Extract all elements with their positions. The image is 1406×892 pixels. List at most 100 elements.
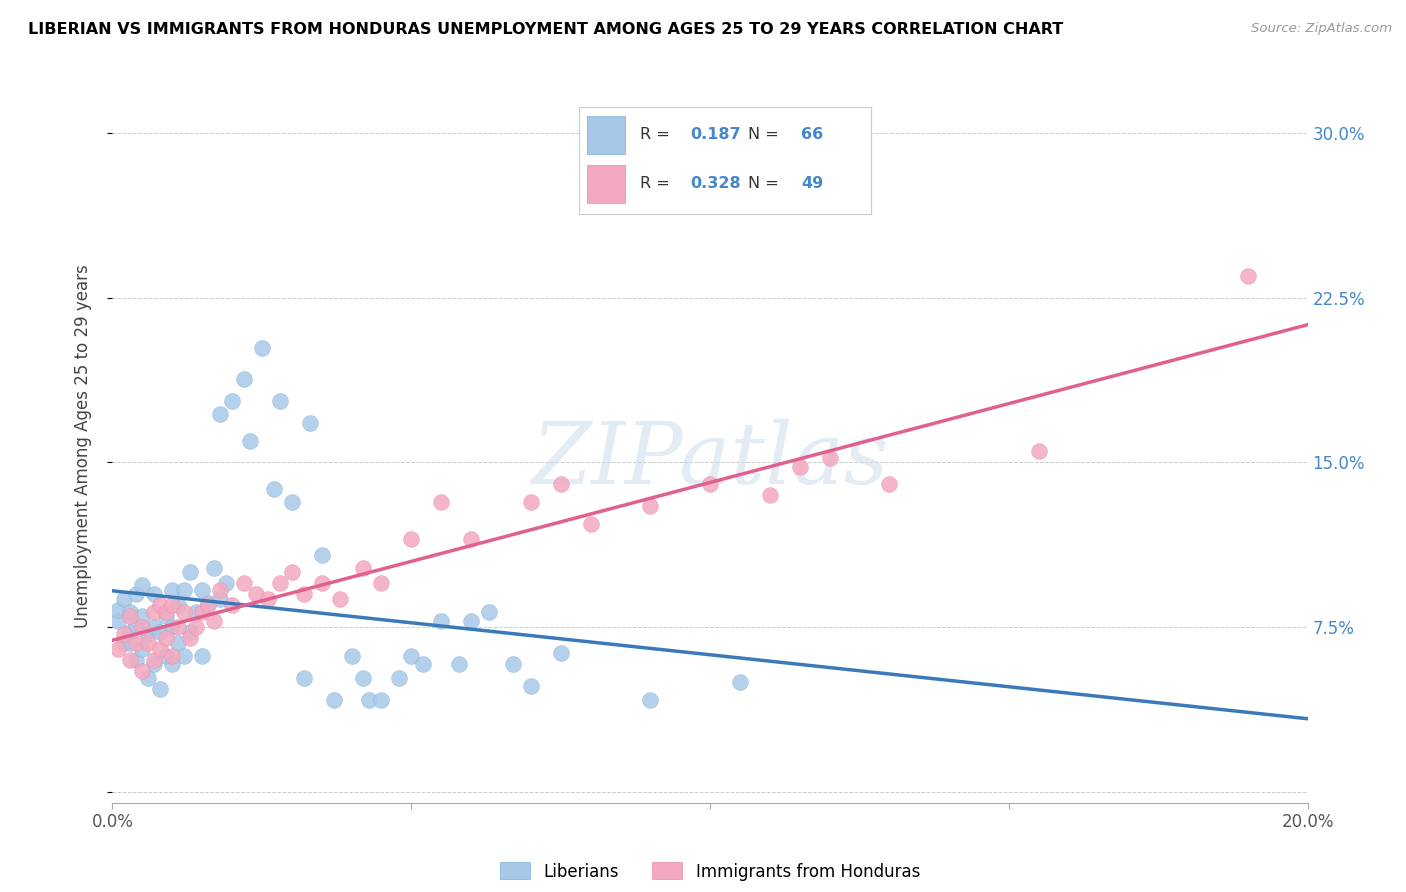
Point <box>114 635 135 649</box>
Point <box>638 500 662 514</box>
Point <box>298 416 321 430</box>
Point <box>221 394 243 409</box>
Point <box>162 620 183 634</box>
Point <box>149 642 172 657</box>
Point <box>502 657 524 672</box>
Point <box>520 680 543 694</box>
Point <box>162 582 183 597</box>
Point <box>120 635 142 649</box>
Point <box>447 657 470 672</box>
Point <box>292 671 315 685</box>
Point <box>149 681 172 696</box>
Point <box>818 451 841 466</box>
Point <box>143 620 166 634</box>
Point <box>478 605 501 619</box>
Point <box>202 614 225 628</box>
Legend: Liberians, Immigrants from Honduras: Liberians, Immigrants from Honduras <box>494 855 927 888</box>
Point <box>520 495 543 509</box>
Point <box>186 605 208 619</box>
Point <box>412 657 434 672</box>
Point <box>877 477 901 491</box>
Point <box>550 647 572 661</box>
Point <box>789 459 811 474</box>
Point <box>460 614 482 628</box>
Point <box>191 605 214 619</box>
Point <box>143 653 166 667</box>
Point <box>143 657 166 672</box>
Text: Source: ZipAtlas.com: Source: ZipAtlas.com <box>1251 22 1392 36</box>
Point <box>340 648 363 663</box>
Point <box>232 576 256 591</box>
Point <box>114 626 135 640</box>
Point <box>263 482 285 496</box>
Point <box>131 642 153 657</box>
Point <box>359 692 381 706</box>
Point <box>281 495 304 509</box>
Point <box>167 635 190 649</box>
Point <box>155 631 177 645</box>
Point <box>328 591 352 606</box>
Point <box>131 609 153 624</box>
Point <box>202 561 225 575</box>
Point <box>208 582 231 597</box>
Point <box>208 591 231 606</box>
Point <box>759 488 782 502</box>
Point <box>107 614 129 628</box>
Point <box>370 576 392 591</box>
Point <box>120 624 142 639</box>
Point <box>131 620 153 634</box>
Point <box>352 671 374 685</box>
Point <box>131 664 153 678</box>
Point <box>138 635 160 649</box>
Point <box>125 653 148 667</box>
Point <box>173 605 195 619</box>
Point <box>352 561 374 575</box>
Point <box>120 609 142 624</box>
Point <box>149 598 172 612</box>
Point <box>162 598 183 612</box>
Point <box>197 598 219 612</box>
Text: LIBERIAN VS IMMIGRANTS FROM HONDURAS UNEMPLOYMENT AMONG AGES 25 TO 29 YEARS CORR: LIBERIAN VS IMMIGRANTS FROM HONDURAS UNE… <box>28 22 1063 37</box>
Point <box>186 620 208 634</box>
Point <box>179 631 201 645</box>
Point <box>149 624 172 639</box>
Point <box>322 692 344 706</box>
Point <box>167 620 190 634</box>
Point <box>370 692 392 706</box>
Point <box>699 477 721 491</box>
Point <box>292 587 315 601</box>
Point <box>550 477 572 491</box>
Point <box>311 548 333 562</box>
Point <box>155 648 177 663</box>
Point <box>125 618 148 632</box>
Point <box>143 587 166 601</box>
Point <box>430 495 453 509</box>
Point <box>250 341 273 355</box>
Point <box>579 516 602 531</box>
Point <box>401 533 423 547</box>
Point <box>460 533 482 547</box>
Point <box>138 626 160 640</box>
Point <box>208 407 231 421</box>
Point <box>1028 444 1050 458</box>
Point <box>179 566 201 580</box>
Point <box>430 614 453 628</box>
Point <box>173 582 195 597</box>
Point <box>239 434 262 448</box>
Point <box>143 605 166 619</box>
Y-axis label: Unemployment Among Ages 25 to 29 years: Unemployment Among Ages 25 to 29 years <box>73 264 91 628</box>
Point <box>155 609 177 624</box>
Point <box>107 602 129 616</box>
Point <box>401 648 423 663</box>
Point <box>173 648 195 663</box>
Point <box>728 675 751 690</box>
Point <box>167 598 190 612</box>
Point <box>120 605 142 619</box>
Point <box>245 587 267 601</box>
Point <box>221 598 243 612</box>
Point <box>215 576 238 591</box>
Point <box>125 635 148 649</box>
Point <box>269 576 291 591</box>
Point <box>114 591 135 606</box>
Point <box>191 582 214 597</box>
